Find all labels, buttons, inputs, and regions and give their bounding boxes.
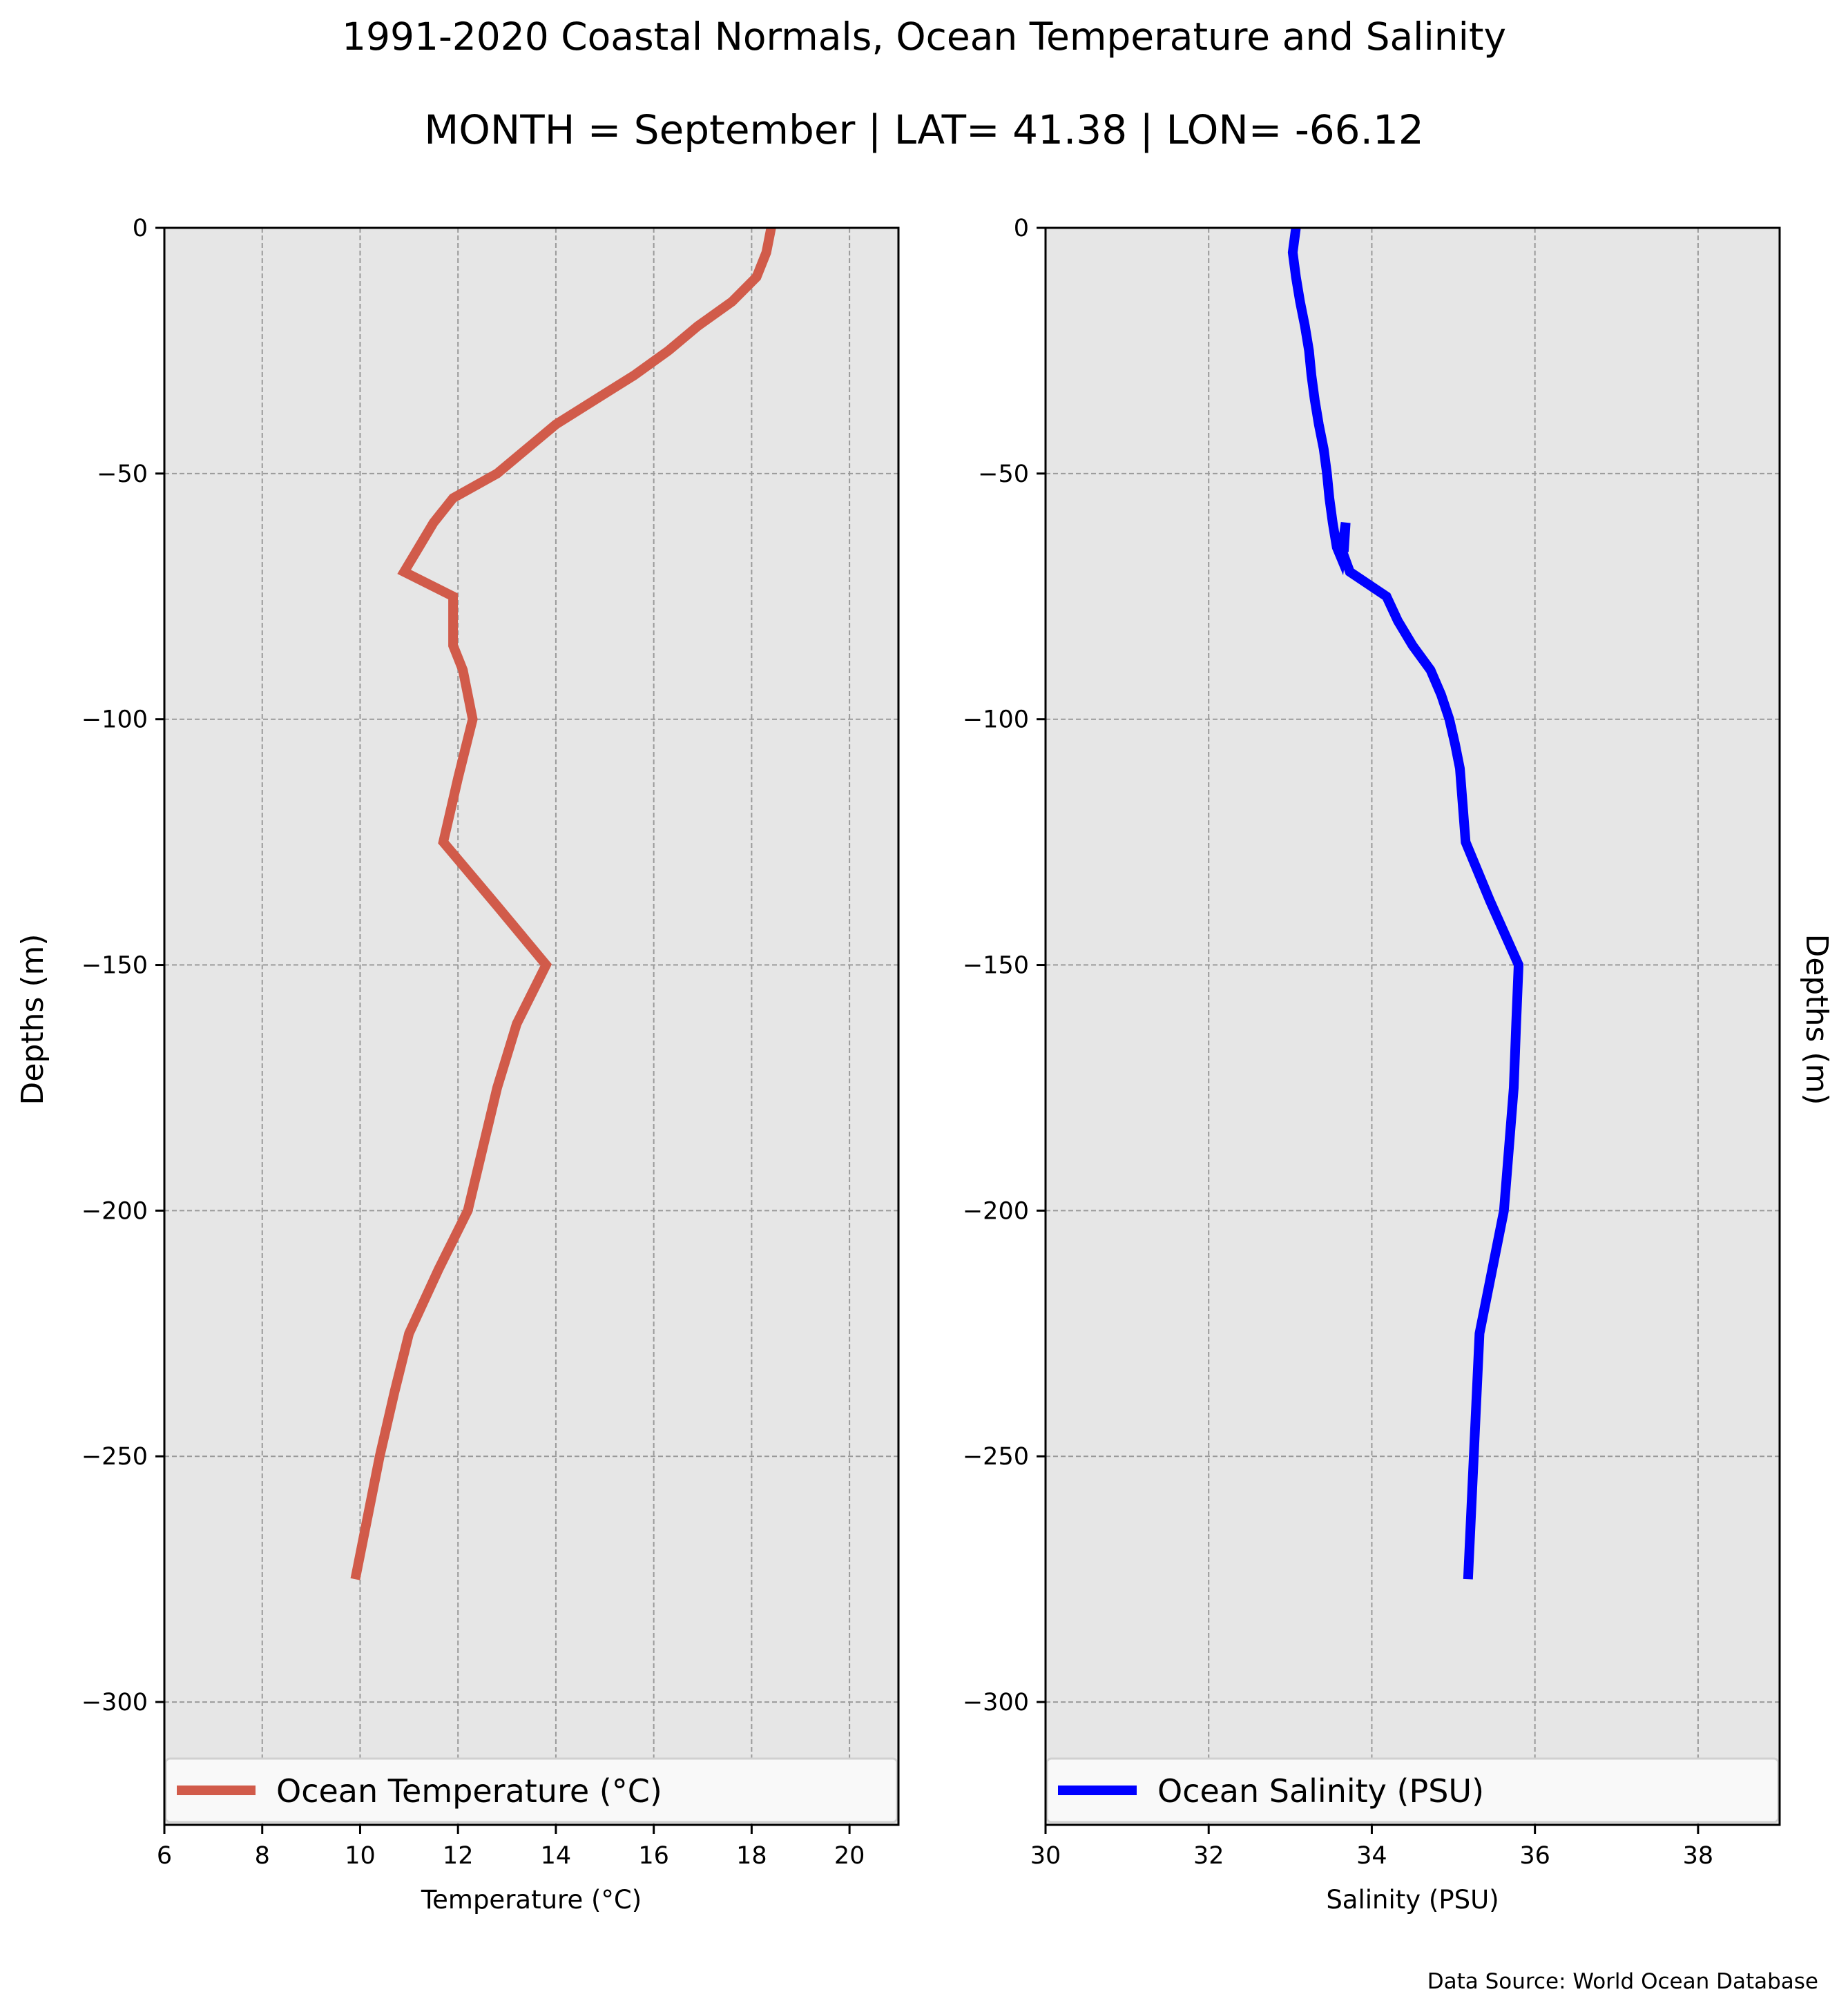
y-axis-label: Depths (m) — [1799, 933, 1834, 1105]
x-tick-label: 30 — [1030, 1842, 1061, 1870]
axes-frame — [1044, 226, 1781, 1826]
x-tick-label: 34 — [1356, 1842, 1387, 1870]
legend-label: Ocean Temperature (°C) — [276, 1772, 662, 1810]
y-tick-label: −250 — [81, 1443, 148, 1471]
x-tick-label: 38 — [1683, 1842, 1714, 1870]
legend-box — [1046, 1757, 1780, 1823]
chart-title: 1991-2020 Coastal Normals, Ocean Tempera… — [342, 14, 1506, 59]
y-tick-label: −300 — [81, 1689, 148, 1716]
y-tick-label: −300 — [963, 1689, 1029, 1716]
x-tick-label: 8 — [255, 1842, 270, 1870]
y-tick-label: −200 — [81, 1197, 148, 1225]
y-tick-label: −100 — [81, 706, 148, 734]
chart-subtitle: MONTH = September | LAT= 41.38 | LON= -6… — [424, 106, 1424, 153]
salinity-panel: Ocean Salinity (PSU) 30 32 34 36 38 0 −50 −100 −1… — [963, 215, 1834, 1915]
x-tick-label: 16 — [638, 1842, 669, 1870]
y-axis-label: Depths (m) — [15, 933, 50, 1105]
series-line — [1287, 227, 1524, 1580]
y-tick-label: −250 — [963, 1443, 1029, 1471]
axes-frame — [163, 226, 900, 1826]
x-axis-label: Salinity (PSU) — [1326, 1885, 1499, 1915]
plot-background — [164, 228, 898, 1825]
data-source-note: Data Source: World Ocean Database — [1427, 1969, 1818, 1994]
x-axis-label: Temperature (°C) — [421, 1885, 642, 1915]
y-tick-label: 0 — [1014, 215, 1029, 242]
x-tick-label: 6 — [157, 1842, 172, 1870]
y-tick-label: −150 — [963, 952, 1029, 980]
temperature-panel: Ocean Temperature (°C) 6 8 10 12 14 16 18 20 0 −50… — [15, 215, 900, 1915]
plot-background — [1046, 228, 1780, 1825]
y-tick-label: −50 — [978, 461, 1029, 488]
series-line — [350, 226, 776, 1580]
y-tick-label: 0 — [133, 215, 148, 242]
x-tick-label: 32 — [1193, 1842, 1224, 1870]
legend-box — [164, 1757, 898, 1823]
legend-label: Ocean Salinity (PSU) — [1157, 1772, 1484, 1810]
x-tick-label: 20 — [834, 1842, 865, 1870]
y-tick-label: −150 — [81, 952, 148, 980]
x-tick-label: 18 — [736, 1842, 767, 1870]
x-tick-label: 10 — [345, 1842, 376, 1870]
x-tick-label: 14 — [541, 1842, 572, 1870]
x-tick-label: 36 — [1519, 1842, 1550, 1870]
y-tick-label: −200 — [963, 1197, 1029, 1225]
x-tick-label: 12 — [443, 1842, 474, 1870]
y-tick-label: −50 — [97, 461, 148, 488]
y-tick-label: −100 — [963, 706, 1029, 734]
